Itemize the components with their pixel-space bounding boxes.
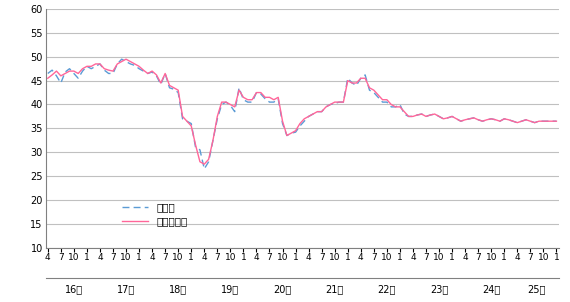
季節調整値 — [44, 76, 51, 80]
原系列 — [44, 72, 51, 75]
季節調整値 — [405, 115, 412, 118]
原系列 — [553, 119, 560, 123]
原系列 — [227, 104, 234, 107]
原系列 — [405, 115, 412, 118]
季節調整値 — [153, 73, 160, 77]
季節調整値 — [553, 119, 560, 123]
季節調整値 — [227, 103, 234, 106]
Line: 季節調整値: 季節調整値 — [48, 59, 556, 164]
原系列 — [453, 117, 460, 120]
Line: 原系列: 原系列 — [48, 59, 556, 169]
原系列 — [118, 57, 125, 61]
原系列 — [201, 167, 207, 171]
季節調整値 — [101, 67, 108, 71]
季節調整値 — [123, 57, 129, 61]
季節調整値 — [453, 117, 460, 120]
原系列 — [101, 68, 108, 72]
原系列 — [445, 116, 451, 120]
季節調整値 — [445, 116, 451, 120]
Legend: 原系列, 季節調整値: 原系列, 季節調整値 — [117, 198, 192, 230]
原系列 — [153, 74, 160, 78]
季節調整値 — [201, 162, 207, 166]
